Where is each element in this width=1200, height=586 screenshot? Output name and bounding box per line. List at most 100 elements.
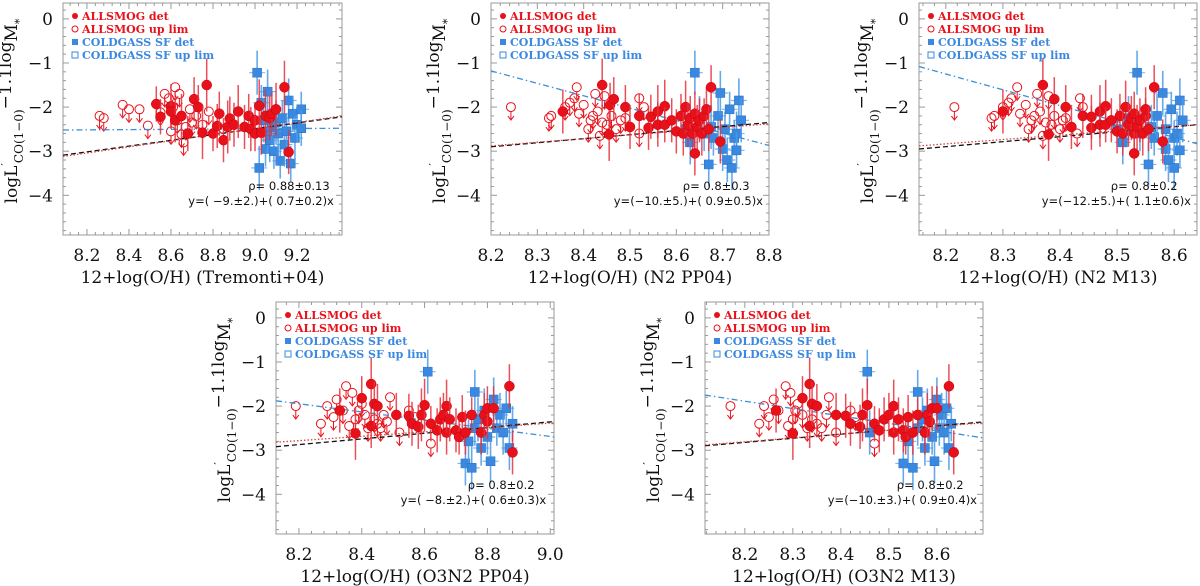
filled-circle-marker: [176, 110, 187, 122]
allsmog-detection-point: [715, 119, 726, 164]
filled-circle-marker: [857, 409, 868, 421]
open-circle-marker: [1020, 99, 1031, 110]
open-circle-marker: [1032, 88, 1043, 99]
filled-circle-marker: [770, 405, 782, 416]
filled-circle-marker: [165, 106, 177, 117]
upper-limit-arrow-head: [787, 401, 794, 407]
y-axis-title-part: −1.1log: [852, 41, 872, 109]
filled-square-marker: [466, 463, 477, 473]
y-tick-label: −4: [884, 186, 909, 206]
y-tick-label: −2: [28, 98, 53, 118]
filled-circle-marker: [678, 128, 689, 139]
filled-square-marker: [273, 128, 283, 139]
filled-square-marker: [1175, 95, 1185, 106]
upper-limit-arrow-head: [292, 414, 300, 420]
upper-limit-arrow-head: [96, 124, 103, 130]
x-tick-label: 8.8: [474, 545, 501, 565]
filled-square-marker: [731, 145, 742, 156]
open-circle-marker: [574, 108, 585, 119]
allsmog-upper-limit-point: [989, 110, 1000, 130]
allsmog-upper-limit-point: [1035, 106, 1046, 126]
filled-circle-marker: [608, 93, 620, 105]
coldgass-detection-point: [728, 132, 745, 168]
allsmog-detection-point: [1128, 131, 1140, 176]
filled-square-marker: [1143, 159, 1154, 170]
coldgass-detection-point: [482, 439, 499, 484]
filled-square-marker: [1166, 104, 1177, 115]
filled-circle-marker: [943, 380, 955, 392]
filled-circle-marker: [680, 101, 691, 113]
filled-circle-marker: [504, 380, 515, 392]
filled-square-marker: [269, 146, 279, 156]
coldgass-detection-point: [1129, 50, 1146, 95]
filled-circle-marker: [279, 81, 290, 93]
legend-item: COLDGASS SF up lim: [927, 49, 1070, 62]
filled-square-marker: [912, 387, 923, 397]
x-tick-label: 8.4: [1046, 246, 1073, 266]
y-tick-label: −3: [456, 142, 481, 162]
filled-circle-marker: [830, 409, 842, 421]
filled-square-marker: [254, 163, 264, 173]
open-circle-marker: [790, 405, 801, 416]
allsmog-detection-point: [391, 392, 402, 437]
filled-circle-marker: [931, 403, 943, 414]
y-tick-label: −4: [28, 186, 53, 206]
filled-square-marker: [1160, 124, 1171, 134]
y-axis-title: logL′CO(1−0)−1.1logM*: [424, 18, 454, 203]
legend-item: ALLSMOG det: [714, 309, 812, 322]
y-axis-title-part: CO(1−0): [654, 408, 668, 462]
allsmog-fit-line: [491, 123, 769, 147]
open-circle-marker: [375, 423, 386, 434]
coldgass-detection-point: [710, 93, 727, 138]
coldgass-detection-point: [251, 145, 268, 191]
allsmog-detection-point: [666, 98, 677, 143]
filled-square-marker: [713, 111, 723, 121]
allsmog-upper-limit-point: [117, 99, 128, 119]
upper-limit-arrow-head: [1022, 113, 1030, 119]
open-circle-marker: [359, 409, 370, 420]
open-circle-marker: [394, 427, 405, 438]
legend-item: COLDGASS SF det: [72, 36, 195, 49]
fit-equation-annotation: y=(−12.±5.)+( 1.1±0.6)x: [1042, 194, 1191, 208]
allsmog-upper-limit-point: [505, 102, 516, 121]
legend-item: COLDGASS SF det: [285, 335, 408, 348]
filled-circle-marker: [488, 403, 499, 414]
open-circle-marker: [1040, 117, 1051, 128]
filled-square-marker: [722, 155, 733, 165]
allsmog-detection-point: [811, 384, 823, 429]
filled-square-marker: [946, 418, 957, 429]
allsmog-detection-point: [188, 77, 200, 122]
filled-square-marker: [463, 436, 474, 447]
legend-item: ALLSMOG det: [500, 10, 598, 23]
coldgass-detection-point: [460, 419, 477, 464]
upper-limit-arrow-head: [339, 419, 347, 425]
allsmog-detection-point: [253, 79, 265, 133]
legend-label: COLDGASS SF up lim: [938, 49, 1070, 62]
coldgass-fit-line: [491, 70, 769, 147]
y-axis-title-part: log: [430, 177, 450, 204]
allsmog-detection-point: [888, 379, 899, 433]
allsmog-detection-point: [1049, 77, 1060, 122]
filled-square-marker: [1163, 155, 1174, 165]
y-tick-label: 0: [898, 10, 909, 30]
y-axis-title-part: *: [869, 18, 882, 24]
legend-open-circle-icon: [713, 324, 721, 332]
y-tick-label: −2: [670, 397, 695, 417]
coldgass-detection-point: [498, 390, 515, 426]
y-tick-label: −1: [884, 54, 909, 74]
y-tick-label: 0: [684, 309, 695, 329]
legend-label: COLDGASS SF up lim: [724, 348, 856, 361]
filled-circle-marker: [1128, 148, 1140, 159]
allsmog-detection-point: [1037, 58, 1049, 112]
open-circle-marker: [117, 99, 128, 110]
legend-label: COLDGASS SF up lim: [82, 49, 214, 62]
filled-circle-marker: [232, 106, 244, 117]
upper-limit-arrow-head: [100, 126, 108, 132]
open-circle-marker: [578, 99, 589, 110]
allsmog-detection-point: [488, 386, 499, 431]
x-tick-label: 8.2: [285, 545, 312, 565]
allsmog-detection-point: [948, 430, 959, 475]
filled-circle-marker: [201, 79, 212, 91]
legend-filled-circle-icon: [72, 13, 78, 19]
x-tick-label: 8.2: [477, 246, 504, 266]
